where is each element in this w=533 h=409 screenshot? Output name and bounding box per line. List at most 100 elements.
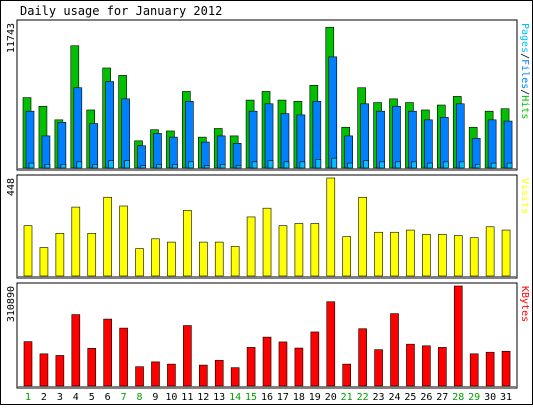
legend-item: / bbox=[519, 89, 530, 95]
bar-files-day-4 bbox=[73, 87, 83, 169]
bar-visits-day-3 bbox=[55, 233, 65, 277]
bar-visits-day-15 bbox=[246, 216, 256, 277]
x-tick-label: 22 bbox=[357, 392, 369, 403]
x-tick-label: 14 bbox=[229, 392, 241, 403]
bar-pages-day-22 bbox=[363, 160, 369, 169]
bar-kbytes-day-8 bbox=[135, 366, 144, 387]
bar-visits-day-20 bbox=[326, 177, 336, 277]
x-tick-label: 4 bbox=[73, 392, 79, 403]
bar-visits-day-10 bbox=[167, 241, 176, 277]
bar-pages-day-2 bbox=[44, 163, 51, 169]
bar-kbytes-day-9 bbox=[151, 361, 160, 387]
bar-pages-day-23 bbox=[379, 161, 385, 169]
series-kbytes bbox=[23, 285, 511, 387]
bar-visits-day-27 bbox=[438, 234, 447, 277]
x-tick-label: 25 bbox=[404, 392, 416, 403]
bar-pages-day-17 bbox=[283, 161, 290, 169]
bar-files-day-24 bbox=[392, 105, 401, 169]
bar-files-day-6 bbox=[105, 81, 114, 169]
bar-pages-day-15 bbox=[251, 161, 258, 169]
bar-pages-day-26 bbox=[427, 162, 433, 169]
bar-pages-day-6 bbox=[108, 160, 114, 169]
x-tick-label: 18 bbox=[293, 392, 305, 403]
bar-kbytes-day-13 bbox=[214, 359, 224, 387]
x-tick-label: 5 bbox=[89, 392, 95, 403]
bar-kbytes-day-3 bbox=[55, 355, 65, 387]
bar-kbytes-day-6 bbox=[103, 318, 112, 387]
bar-files-day-28 bbox=[455, 103, 465, 169]
bar-visits-day-13 bbox=[214, 241, 224, 277]
bar-kbytes-day-14 bbox=[230, 367, 240, 387]
x-tick-label: 3 bbox=[57, 392, 63, 403]
panel-kbytes: 310890 KBytes bbox=[6, 282, 530, 389]
x-tick-label: 31 bbox=[500, 392, 512, 403]
bar-pages-day-25 bbox=[411, 161, 417, 169]
bar-visits-day-22 bbox=[358, 196, 367, 277]
legend-item: Hits bbox=[519, 95, 530, 119]
legend: KBytes bbox=[519, 286, 530, 322]
bar-files-day-31 bbox=[503, 120, 513, 169]
bar-visits-day-28 bbox=[453, 235, 463, 277]
x-tick-label: 6 bbox=[105, 392, 111, 403]
bar-pages-day-28 bbox=[458, 161, 465, 169]
bar-files-day-19 bbox=[312, 101, 322, 169]
bar-pages-day-16 bbox=[267, 160, 274, 169]
bar-kbytes-day-7 bbox=[119, 327, 128, 387]
x-tick-label: 27 bbox=[436, 392, 448, 403]
bar-kbytes-day-21 bbox=[342, 363, 352, 387]
bar-files-day-23 bbox=[376, 110, 385, 169]
bar-pages-day-27 bbox=[443, 161, 449, 169]
bar-files-day-25 bbox=[408, 110, 417, 169]
bar-kbytes-day-17 bbox=[278, 341, 288, 387]
x-tick-label: 15 bbox=[245, 392, 257, 403]
bar-kbytes-day-2 bbox=[39, 353, 49, 387]
bar-kbytes-day-31 bbox=[501, 350, 511, 387]
bar-files-day-26 bbox=[424, 119, 433, 169]
bar-files-day-10 bbox=[169, 136, 178, 169]
bar-kbytes-day-11 bbox=[183, 325, 192, 387]
bar-kbytes-day-5 bbox=[87, 348, 97, 387]
bar-kbytes-day-12 bbox=[198, 364, 208, 387]
bar-visits-day-4 bbox=[71, 206, 81, 277]
bar-pages-day-7 bbox=[124, 160, 130, 169]
bar-files-day-3 bbox=[57, 122, 67, 169]
bar-files-day-29 bbox=[471, 138, 481, 169]
legend: Pages/Files/Hits bbox=[519, 23, 530, 119]
bar-visits-day-6 bbox=[103, 196, 112, 277]
x-tick-label: 26 bbox=[420, 392, 432, 403]
bar-visits-day-21 bbox=[342, 236, 352, 277]
bar-visits-day-8 bbox=[135, 248, 144, 277]
bar-kbytes-day-23 bbox=[374, 349, 383, 387]
bar-visits-day-2 bbox=[39, 247, 49, 277]
bar-files-day-16 bbox=[264, 103, 274, 169]
bar-pages-day-3 bbox=[60, 163, 67, 169]
bar-files-day-8 bbox=[137, 145, 146, 169]
x-tick-label: 30 bbox=[484, 392, 496, 403]
x-tick-label: 19 bbox=[309, 392, 321, 403]
x-tick-label: 9 bbox=[152, 392, 158, 403]
series-visits bbox=[23, 177, 511, 277]
bar-kbytes-day-20 bbox=[326, 301, 336, 387]
bar-files-day-9 bbox=[153, 133, 162, 169]
bar-kbytes-day-22 bbox=[358, 328, 367, 387]
x-tick-label: 21 bbox=[341, 392, 353, 403]
bar-kbytes-day-15 bbox=[246, 347, 256, 387]
legend-item: KBytes bbox=[519, 286, 530, 322]
bar-kbytes-day-30 bbox=[485, 351, 495, 387]
bar-pages-day-1 bbox=[28, 162, 35, 169]
bar-pages-day-20 bbox=[331, 157, 338, 169]
bar-kbytes-day-1 bbox=[23, 341, 33, 387]
x-tick-label: 20 bbox=[325, 392, 337, 403]
x-tick-label: 13 bbox=[213, 392, 225, 403]
bar-pages-day-24 bbox=[395, 161, 401, 169]
bar-visits-day-23 bbox=[374, 231, 383, 277]
bar-kbytes-day-4 bbox=[71, 314, 81, 387]
x-tick-label: 2 bbox=[41, 392, 47, 403]
bar-files-day-1 bbox=[25, 110, 35, 169]
legend: Visits bbox=[519, 178, 530, 214]
chart-title: Daily usage for January 2012 bbox=[20, 4, 222, 18]
bar-visits-day-29 bbox=[469, 237, 479, 277]
bar-visits-day-5 bbox=[87, 233, 97, 277]
bar-kbytes-day-10 bbox=[167, 363, 176, 387]
bar-pages-day-9 bbox=[156, 163, 162, 169]
